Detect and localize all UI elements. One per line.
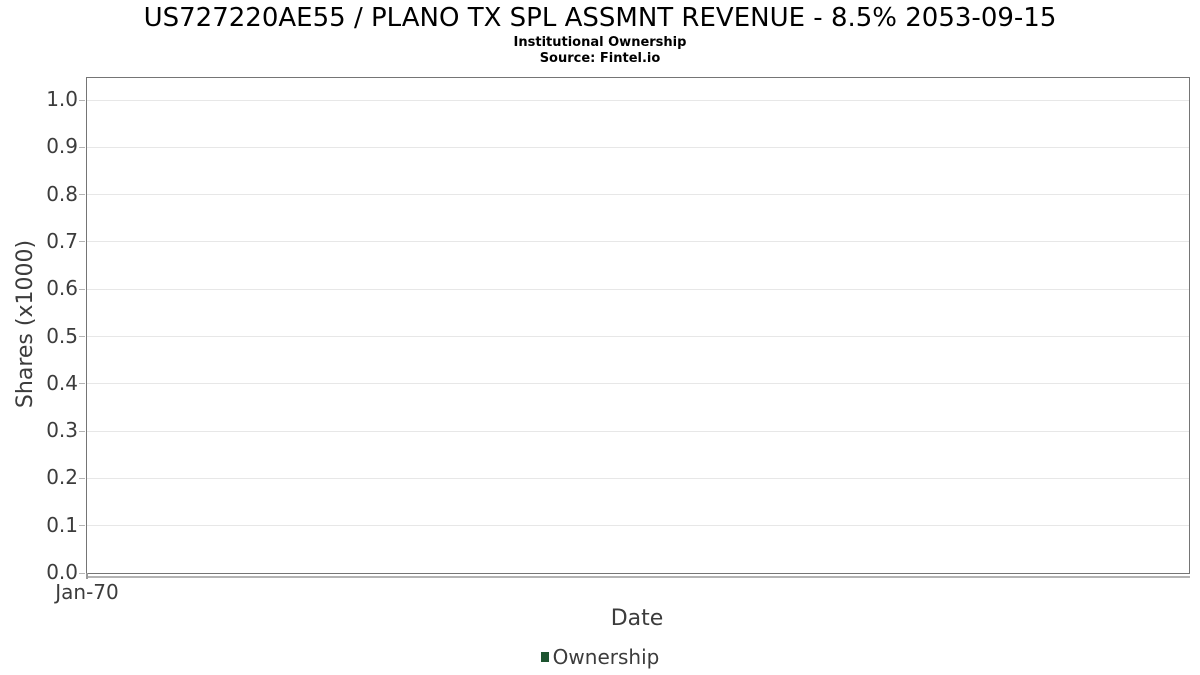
gridline xyxy=(87,430,1189,432)
x-tick-mark xyxy=(86,573,88,579)
y-tick-mark xyxy=(79,477,85,479)
y-tick-label: 1.0 xyxy=(46,87,78,111)
gridline xyxy=(87,525,1189,527)
legend-label: Ownership xyxy=(552,645,660,669)
y-tick-mark xyxy=(79,146,85,148)
y-tick-label: 0.0 xyxy=(46,560,78,584)
x-axis-line xyxy=(86,576,1190,578)
plot-area xyxy=(79,77,1190,574)
y-tick-label: 0.1 xyxy=(46,512,78,537)
y-tick-label: 0.5 xyxy=(46,323,78,348)
y-tick-mark xyxy=(79,336,85,337)
y-tick-mark xyxy=(79,383,85,385)
y-tick-mark xyxy=(79,572,85,574)
legend-marker-square-icon xyxy=(540,652,549,662)
legend: Ownership xyxy=(0,645,1200,669)
y-tick-label: 0.2 xyxy=(46,465,78,490)
chart-title: US727220AE55 / PLANO TX SPL ASSMNT REVEN… xyxy=(143,3,1057,33)
x-axis-title: Date xyxy=(610,606,664,631)
chart-subtitle: Institutional Ownership xyxy=(513,35,687,50)
y-tick-mark xyxy=(79,525,85,527)
gridline xyxy=(87,194,1189,196)
y-tick-label: 0.3 xyxy=(46,418,78,443)
gridline xyxy=(87,336,1189,337)
gridline xyxy=(87,383,1189,385)
gridline xyxy=(87,477,1189,479)
y-tick-mark xyxy=(79,194,85,196)
y-tick-label: 0.6 xyxy=(46,276,78,301)
gridline xyxy=(87,146,1189,148)
gridline xyxy=(87,288,1189,290)
y-tick-mark xyxy=(79,99,85,101)
y-tick-label: 0.7 xyxy=(46,228,78,253)
y-tick-mark xyxy=(79,241,85,243)
y-tick-mark xyxy=(79,430,85,432)
chart-source: Source: Fintel.io xyxy=(539,51,661,66)
y-tick-mark xyxy=(79,288,85,290)
x-tick-label: Jan-70 xyxy=(55,580,119,604)
y-tick-label: 0.4 xyxy=(46,370,78,395)
gridline xyxy=(87,99,1189,101)
y-tick-label: 0.9 xyxy=(46,134,78,159)
gridline xyxy=(87,241,1189,243)
y-tick-label: 0.8 xyxy=(46,181,78,206)
